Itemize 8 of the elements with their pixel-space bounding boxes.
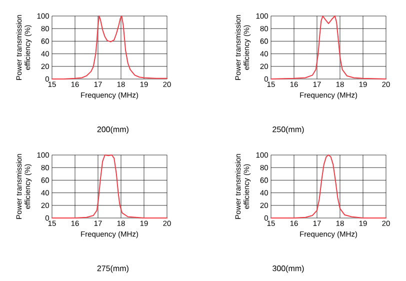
text: 200(mm) — [97, 126, 128, 134]
line-series — [270, 154, 386, 218]
line-series — [52, 154, 168, 218]
line-series — [52, 16, 168, 80]
text: 275(mm) — [97, 265, 128, 273]
text: 250(mm) — [272, 126, 304, 134]
line-series — [270, 16, 386, 80]
text: 300(mm) — [272, 265, 304, 273]
